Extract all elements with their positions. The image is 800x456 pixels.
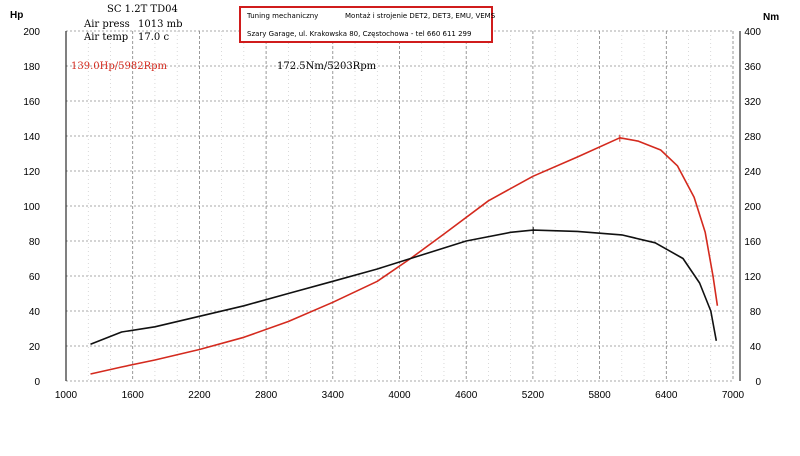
y-right-tick-label: 280 xyxy=(744,132,761,143)
x-tick-label: 1600 xyxy=(122,390,145,401)
y-right-tick-label: 120 xyxy=(744,272,761,283)
x-tick-label: 2200 xyxy=(188,390,211,401)
y-left-tick-label: 100 xyxy=(23,202,40,213)
y-right-tick-label: 80 xyxy=(750,307,762,318)
power-curve xyxy=(90,137,719,375)
power-peak-label: 139.0Hp/5982Rpm xyxy=(71,61,167,72)
shop-address: Szary Garage, ul. Krakowska 80, Częstoch… xyxy=(247,30,472,38)
x-tick-label: 4000 xyxy=(388,390,411,401)
torque-peak-label: 172.5Nm/5203Rpm xyxy=(277,61,377,72)
air-press-label: Air press xyxy=(84,19,130,30)
x-tick-label: 7000 xyxy=(722,390,745,401)
y-right-tick-label: 40 xyxy=(750,342,762,353)
y-left-tick-label: 140 xyxy=(23,132,40,143)
y-right-tick-label: 360 xyxy=(744,62,761,73)
shop-info-box: Tuning mechaniczny Montaż i strojenie DE… xyxy=(239,6,496,43)
chart-series xyxy=(90,134,719,375)
y-left-tick-label: 0 xyxy=(34,377,40,388)
air-temp-value: 17.0 c xyxy=(138,32,170,43)
y-left-tick-label: 180 xyxy=(23,62,40,73)
x-tick-label: 5200 xyxy=(522,390,545,401)
y-left-tick-label: 20 xyxy=(29,342,41,353)
x-tick-label: 6400 xyxy=(655,390,678,401)
y-right-tick-label: 0 xyxy=(755,377,761,388)
y-left-tick-label: 80 xyxy=(29,237,41,248)
shop-name: Tuning mechaniczny xyxy=(247,12,319,20)
y-right-tick-label: 320 xyxy=(744,97,761,108)
y-right-tick-label: 160 xyxy=(744,237,761,248)
x-tick-label: 2800 xyxy=(255,390,278,401)
x-tick-label: 4600 xyxy=(455,390,478,401)
y-left-tick-label: 60 xyxy=(29,272,41,283)
right-axis-unit: Nm xyxy=(763,12,779,23)
shop-services: Montaż i strojenie DET2, DET3, EMU, VEMS xyxy=(345,12,496,20)
y-right-tick-label: 240 xyxy=(744,167,761,178)
y-left-tick-label: 200 xyxy=(23,27,40,38)
x-tick-label: 3400 xyxy=(322,390,345,401)
y-left-tick-label: 40 xyxy=(29,307,41,318)
left-axis-unit: Hp xyxy=(10,10,23,21)
x-tick-label: 1000 xyxy=(55,390,78,401)
y-right-tick-label: 400 xyxy=(744,27,761,38)
air-temp-label: Air temp xyxy=(84,32,129,43)
x-tick-label: 5800 xyxy=(588,390,611,401)
y-left-tick-label: 120 xyxy=(23,167,40,178)
y-left-tick-label: 160 xyxy=(23,97,40,108)
y-right-tick-label: 200 xyxy=(744,202,761,213)
vehicle-name: SC 1.2T TD04 xyxy=(107,4,178,15)
axis-ticks: 0 0 20 40 40 80 60 120 80 160 100 200 120 240 140 280 16… xyxy=(23,27,761,401)
chart-grid xyxy=(65,30,734,382)
torque-curve xyxy=(90,229,718,346)
air-press-value: 1013 mb xyxy=(138,19,183,30)
